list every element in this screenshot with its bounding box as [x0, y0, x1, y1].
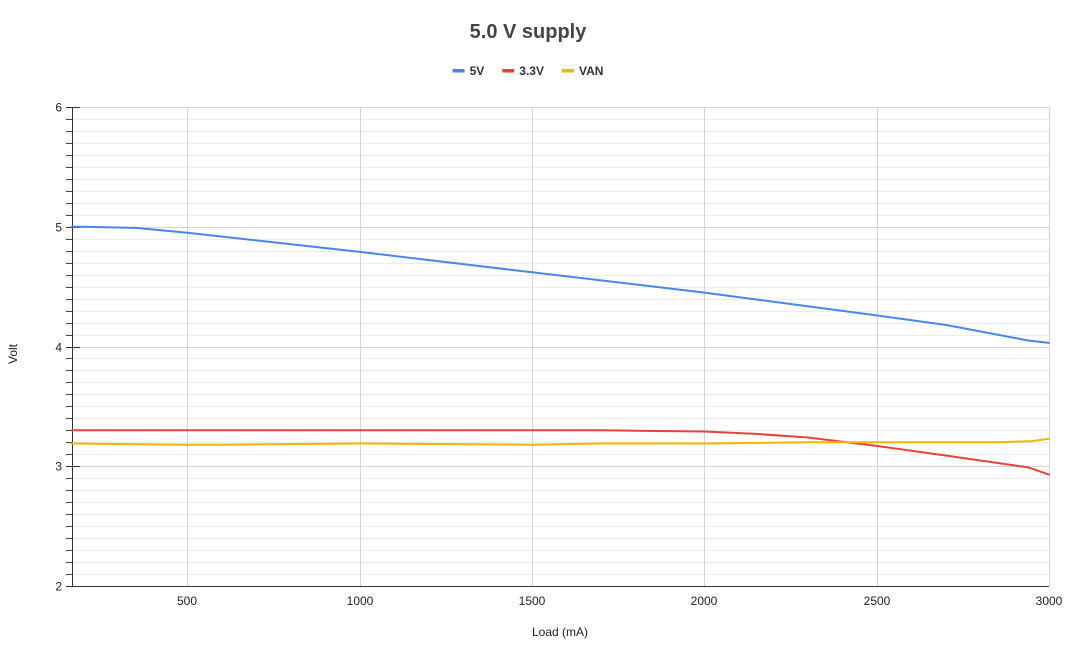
- y-tick-label: 3: [55, 460, 62, 474]
- y-tick-label: 6: [55, 101, 62, 115]
- legend-swatch: [452, 69, 465, 73]
- legend-label: 5V: [470, 64, 485, 78]
- series-lines: [71, 225, 1050, 476]
- series-line-3-3v: [71, 429, 1050, 476]
- y-tick-label: 2: [55, 580, 62, 594]
- legend-swatch: [561, 69, 574, 73]
- series-line-5v: [71, 225, 1050, 344]
- grid: [72, 107, 1050, 586]
- x-tick-label: 2500: [864, 594, 891, 608]
- legend: 5V 3.3V VAN: [452, 64, 603, 78]
- legend-item[interactable]: 5V: [452, 64, 485, 78]
- y-axis-title: Volt: [6, 343, 20, 364]
- legend-label: VAN: [579, 64, 603, 78]
- y-tick-label: 4: [55, 341, 62, 355]
- y-tick-label: 5: [55, 221, 62, 235]
- x-tick-label: 3000: [1036, 594, 1063, 608]
- series-line-van: [71, 437, 1050, 446]
- axes: [66, 107, 1049, 587]
- legend-item[interactable]: 3.3V: [502, 64, 544, 78]
- tick-labels: 2 3 4 5 6 500 1000 1500 2000 2500 3000: [55, 101, 1062, 609]
- x-axis-title: Load (mA): [532, 625, 588, 639]
- x-tick-label: 1000: [347, 594, 374, 608]
- chart-title: 5.0 V supply: [470, 21, 588, 43]
- x-tick-label: 500: [177, 594, 197, 608]
- legend-item[interactable]: VAN: [561, 64, 603, 78]
- legend-swatch: [502, 69, 515, 73]
- legend-label: 3.3V: [519, 64, 544, 78]
- x-tick-label: 1500: [519, 594, 546, 608]
- x-tick-label: 2000: [691, 594, 718, 608]
